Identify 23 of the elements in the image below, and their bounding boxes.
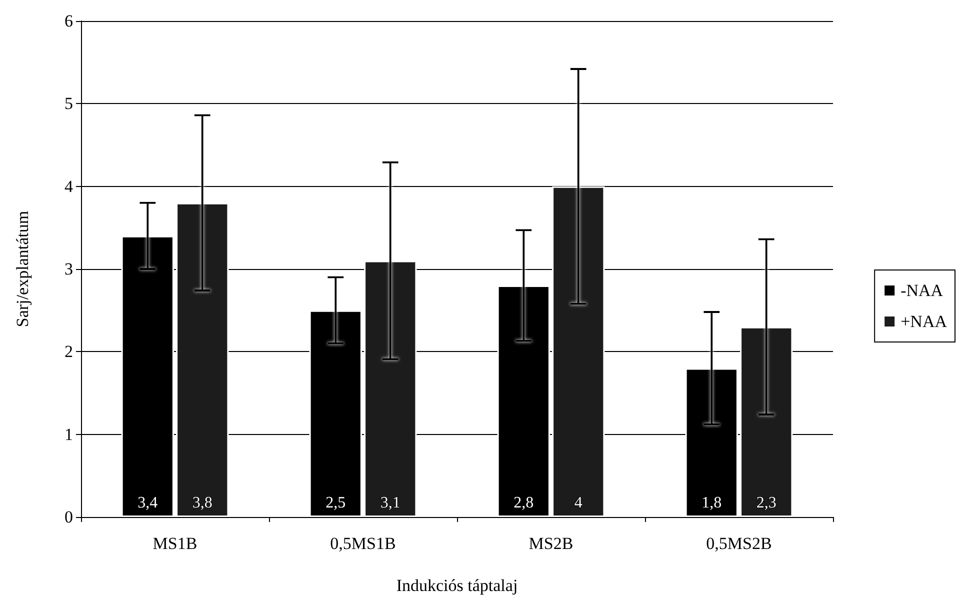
x-tick-label: MS2B [528,534,574,553]
data-label: 1,8 [702,494,722,512]
legend-label: +NAA [900,312,948,331]
data-label: 2,5 [326,494,346,512]
x-axis-title: Indukciós táptalaj [396,576,518,595]
legend-label: -NAA [900,281,944,300]
data-label: 2,8 [514,494,534,512]
data-label: 4 [574,494,582,512]
data-label: 2,3 [756,494,776,512]
y-tick-label: 2 [64,342,73,362]
y-tick-label: 4 [64,176,74,196]
data-label: 3,4 [138,494,158,512]
y-tick-label: 0 [64,508,73,526]
y-tick-label: 6 [64,12,73,30]
x-tick-label: 0,5MS2B [706,534,772,553]
y-tick-label: 3 [64,260,73,278]
data-label: 3,1 [380,494,400,512]
y-axis-title: Sarj/explantátum [13,210,32,328]
x-tick-label: MS1B [152,534,198,553]
y-tick-label: 5 [64,94,73,114]
data-label: 3,8 [192,494,212,512]
x-tick-label: 0,5MS1B [330,534,396,553]
y-tick-label: 1 [64,424,73,444]
